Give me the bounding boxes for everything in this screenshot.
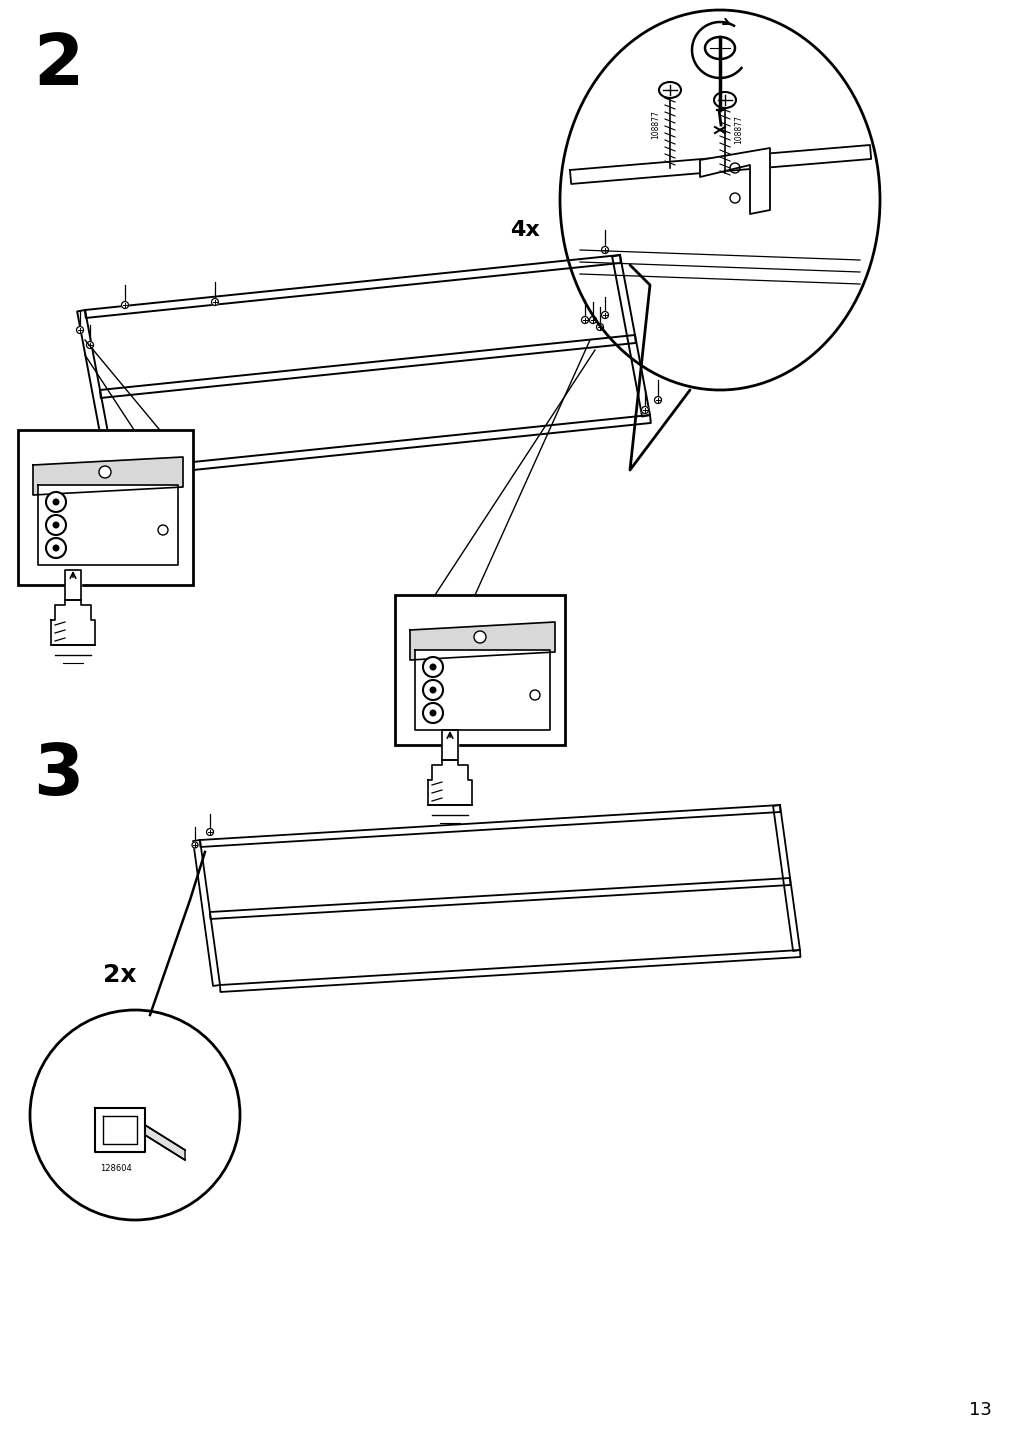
Circle shape [192, 842, 198, 848]
Text: 2x: 2x [103, 962, 136, 987]
Circle shape [601, 312, 608, 318]
Circle shape [53, 544, 60, 551]
Text: 108877: 108877 [651, 110, 660, 139]
Polygon shape [115, 415, 650, 478]
Circle shape [45, 538, 66, 558]
Circle shape [429, 663, 436, 670]
Ellipse shape [658, 82, 680, 97]
Text: 3: 3 [32, 740, 83, 809]
Circle shape [595, 324, 603, 331]
Polygon shape [51, 600, 95, 644]
Polygon shape [428, 760, 471, 805]
Circle shape [86, 341, 93, 348]
Circle shape [423, 680, 443, 700]
Text: 4x: 4x [510, 221, 540, 241]
Polygon shape [145, 1126, 185, 1160]
Text: 128604: 128604 [100, 1164, 131, 1173]
Text: 13: 13 [968, 1400, 991, 1419]
Circle shape [530, 690, 540, 700]
Circle shape [423, 703, 443, 723]
Circle shape [45, 493, 66, 513]
Polygon shape [200, 805, 779, 846]
Polygon shape [33, 457, 183, 495]
Circle shape [121, 302, 128, 308]
Polygon shape [772, 805, 800, 951]
Circle shape [473, 632, 485, 643]
Circle shape [77, 326, 84, 334]
Circle shape [581, 316, 588, 324]
Polygon shape [65, 570, 81, 600]
Circle shape [429, 709, 436, 716]
Circle shape [641, 407, 648, 414]
Ellipse shape [705, 37, 734, 59]
Polygon shape [409, 621, 554, 660]
Polygon shape [700, 147, 769, 213]
Polygon shape [38, 485, 178, 566]
Bar [394, 596, 564, 745]
Polygon shape [210, 878, 790, 919]
Polygon shape [569, 145, 870, 183]
Circle shape [211, 298, 218, 305]
Ellipse shape [714, 92, 735, 107]
Bar [18, 430, 193, 586]
Circle shape [206, 829, 213, 835]
Circle shape [429, 686, 436, 693]
Circle shape [158, 526, 168, 536]
Circle shape [601, 246, 608, 253]
Circle shape [654, 397, 661, 404]
Polygon shape [442, 730, 458, 760]
Circle shape [53, 521, 60, 528]
Circle shape [99, 465, 111, 478]
Circle shape [53, 498, 60, 505]
Text: 108877: 108877 [734, 116, 743, 145]
Circle shape [423, 657, 443, 677]
Polygon shape [415, 650, 549, 730]
Polygon shape [95, 1108, 145, 1151]
Polygon shape [219, 949, 800, 992]
Text: 2: 2 [32, 30, 83, 99]
Polygon shape [100, 335, 635, 398]
Circle shape [589, 316, 595, 324]
Polygon shape [85, 255, 620, 318]
Polygon shape [193, 841, 219, 987]
Circle shape [45, 516, 66, 536]
Polygon shape [77, 309, 115, 471]
Polygon shape [612, 255, 649, 417]
